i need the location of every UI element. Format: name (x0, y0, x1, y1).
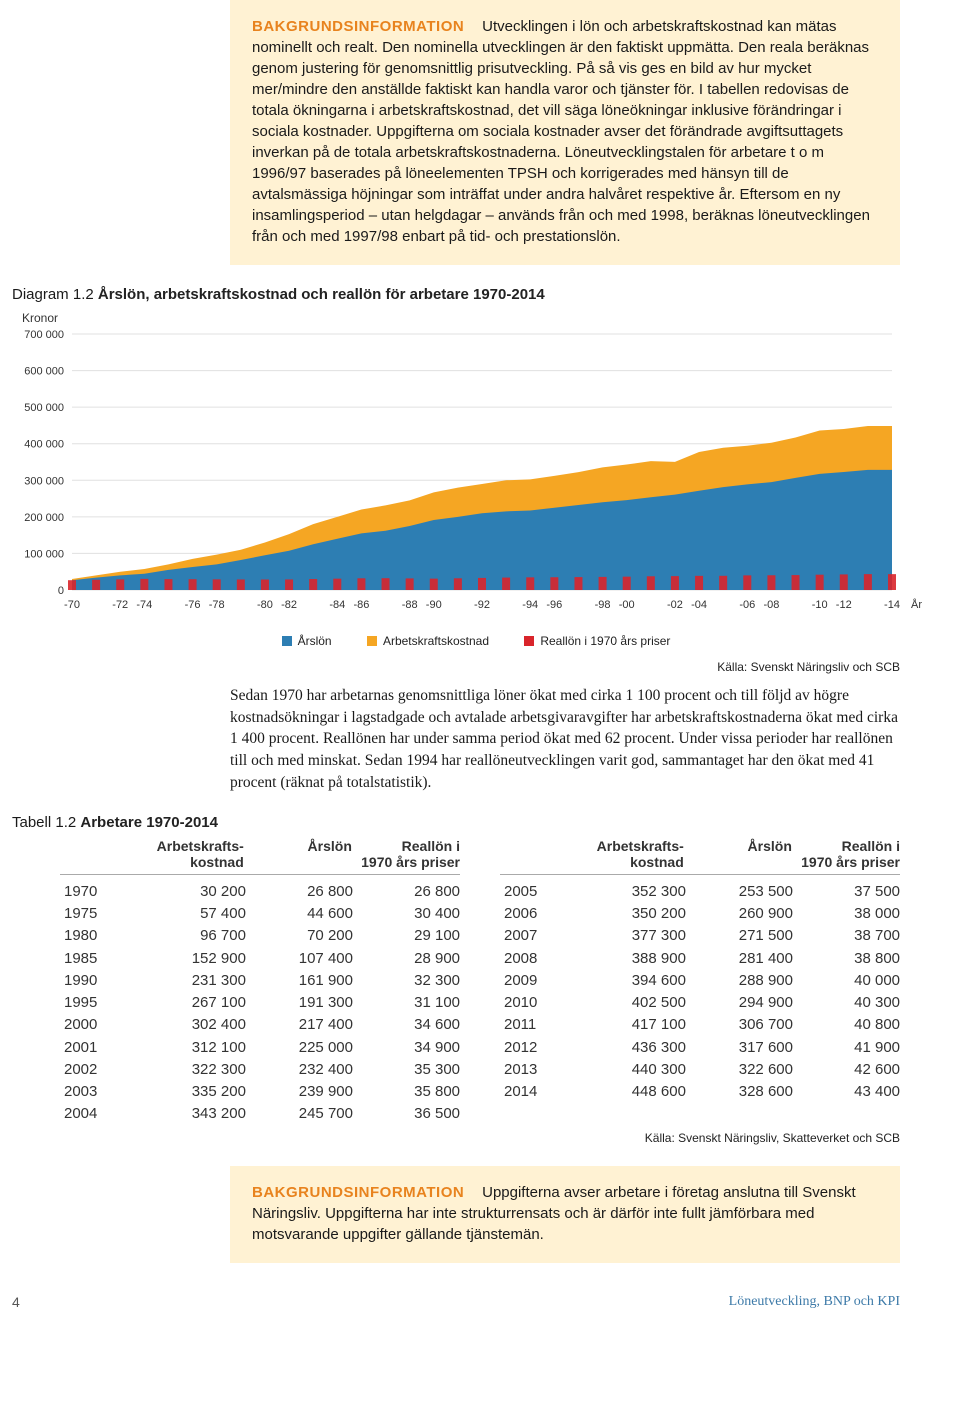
table-row: 198096 70070 20029 100 (60, 925, 460, 947)
svg-text:-80: -80 (257, 599, 273, 611)
table-title: Arbetare 1970-2014 (80, 814, 218, 831)
table-row: 2004343 200245 70036 500 (60, 1103, 460, 1125)
table-row: 2002322 300232 40035 300 (60, 1059, 460, 1081)
chart-legend: Årslön Arbetskraftskostnad Reallön i 197… (12, 623, 940, 655)
table-row: 2005352 300253 50037 500 (500, 881, 900, 903)
svg-text:500 000: 500 000 (24, 402, 64, 414)
diagram-heading: Diagram 1.2 Årslön, arbetskraftskostnad … (12, 285, 960, 305)
table-row: 2011417 100306 70040 800 (500, 1014, 900, 1036)
diagram-prefix: Diagram 1.2 (12, 286, 94, 303)
table-row: 1985152 900107 40028 900 (60, 948, 460, 970)
info-title: BAKGRUNDSINFORMATION (252, 1184, 478, 1201)
svg-text:År: År (911, 598, 922, 611)
svg-text:-04: -04 (691, 599, 707, 611)
svg-text:600 000: 600 000 (24, 365, 64, 377)
table-row: 2009394 600288 90040 000 (500, 970, 900, 992)
table-source: Källa: Svenskt Näringsliv, Skatteverket … (0, 1130, 900, 1146)
table-row: 197557 40044 60030 400 (60, 903, 460, 925)
table-header: Arbetskrafts-kostnad Årslön Reallön i197… (500, 838, 900, 875)
svg-text:700 000: 700 000 (24, 329, 64, 341)
svg-text:-10: -10 (812, 599, 828, 611)
svg-text:300 000: 300 000 (24, 475, 64, 487)
table-heading: Tabell 1.2 Arbetare 1970-2014 (12, 813, 960, 833)
col-arslon: Årslön (684, 838, 792, 870)
table-row: 2008388 900281 40038 800 (500, 948, 900, 970)
svg-text:-98: -98 (595, 599, 611, 611)
area-chart: 0 100 000 200 000 300 000 400 000 500 000 600 … (12, 328, 932, 618)
info-body: Utvecklingen i lön och arbetskraftskostn… (252, 18, 870, 245)
table-row: 2000302 400217 40034 600 (60, 1014, 460, 1036)
table-row: 2001312 100225 00034 900 (60, 1037, 460, 1059)
table-header: Arbetskrafts-kostnad Årslön Reallön i197… (60, 838, 460, 875)
chart-source: Källa: Svenskt Näringsliv och SCB (0, 659, 900, 675)
col-reallon: Reallön i1970 års priser (792, 838, 900, 870)
table-prefix: Tabell 1.2 (12, 814, 76, 831)
table-row: 2014448 600328 60043 400 (500, 1081, 900, 1103)
svg-text:-14: -14 (884, 599, 900, 611)
table-left: Arbetskrafts-kostnad Årslön Reallön i197… (60, 838, 460, 1126)
svg-text:0: 0 (58, 585, 64, 597)
svg-text:-92: -92 (474, 599, 490, 611)
svg-text:-02: -02 (667, 599, 683, 611)
page-footer: 4 Löneutveckling, BNP och KPI (12, 1293, 900, 1312)
svg-text:-70: -70 (64, 599, 80, 611)
table-row: 197030 20026 80026 800 (60, 881, 460, 903)
svg-text:-06: -06 (739, 599, 755, 611)
svg-text:-08: -08 (763, 599, 779, 611)
table-row: 1995267 100191 30031 100 (60, 992, 460, 1014)
svg-text:100 000: 100 000 (24, 548, 64, 560)
table-row: 2013440 300322 60042 600 (500, 1059, 900, 1081)
svg-text:400 000: 400 000 (24, 438, 64, 450)
svg-text:-82: -82 (281, 599, 297, 611)
footer-title: Löneutveckling, BNP och KPI (729, 1293, 900, 1312)
body-paragraph: Sedan 1970 har arbetarnas genomsnittliga… (230, 685, 900, 793)
table-right: Arbetskrafts-kostnad Årslön Reallön i197… (500, 838, 900, 1126)
svg-text:-84: -84 (329, 599, 345, 611)
svg-text:-00: -00 (619, 599, 635, 611)
chart-container: Kronor 0 100 000 200 000 300 000 400 000 500 … (12, 310, 940, 655)
svg-text:-76: -76 (185, 599, 201, 611)
svg-text:-88: -88 (402, 599, 418, 611)
svg-text:-74: -74 (136, 599, 152, 611)
table-row: 2010402 500294 90040 300 (500, 992, 900, 1014)
legend-arslon: Årslön (298, 634, 332, 648)
col-arslon: Årslön (244, 838, 352, 870)
col-arbetskraft: Arbetskrafts-kostnad (136, 838, 244, 870)
svg-text:-94: -94 (522, 599, 538, 611)
y-axis-label: Kronor (22, 310, 940, 328)
svg-text:200 000: 200 000 (24, 512, 64, 524)
info-title: BAKGRUNDSINFORMATION (252, 18, 478, 35)
table-row: 1990231 300161 90032 300 (60, 970, 460, 992)
tables-row: Arbetskrafts-kostnad Årslön Reallön i197… (60, 838, 900, 1126)
table-row: 2007377 300271 50038 700 (500, 925, 900, 947)
legend-arbetskraft: Arbetskraftskostnad (383, 634, 489, 648)
svg-text:-12: -12 (836, 599, 852, 611)
svg-text:-86: -86 (353, 599, 369, 611)
svg-text:-90: -90 (426, 599, 442, 611)
background-info-box-2: BAKGRUNDSINFORMATION Uppgifterna avser a… (230, 1166, 900, 1263)
svg-text:-78: -78 (209, 599, 225, 611)
legend-reallon: Reallön i 1970 års priser (540, 634, 670, 648)
svg-text:-72: -72 (112, 599, 128, 611)
svg-text:-96: -96 (546, 599, 562, 611)
background-info-box-1: BAKGRUNDSINFORMATION Utvecklingen i lön … (230, 0, 900, 265)
page-number: 4 (12, 1293, 20, 1312)
table-row: 2006350 200260 90038 000 (500, 903, 900, 925)
table-row: 2012436 300317 60041 900 (500, 1037, 900, 1059)
col-reallon: Reallön i1970 års priser (352, 838, 460, 870)
table-row: 2003335 200239 90035 800 (60, 1081, 460, 1103)
col-arbetskraft: Arbetskrafts-kostnad (576, 838, 684, 870)
diagram-title: Årslön, arbetskraftskostnad och reallön … (98, 286, 545, 303)
